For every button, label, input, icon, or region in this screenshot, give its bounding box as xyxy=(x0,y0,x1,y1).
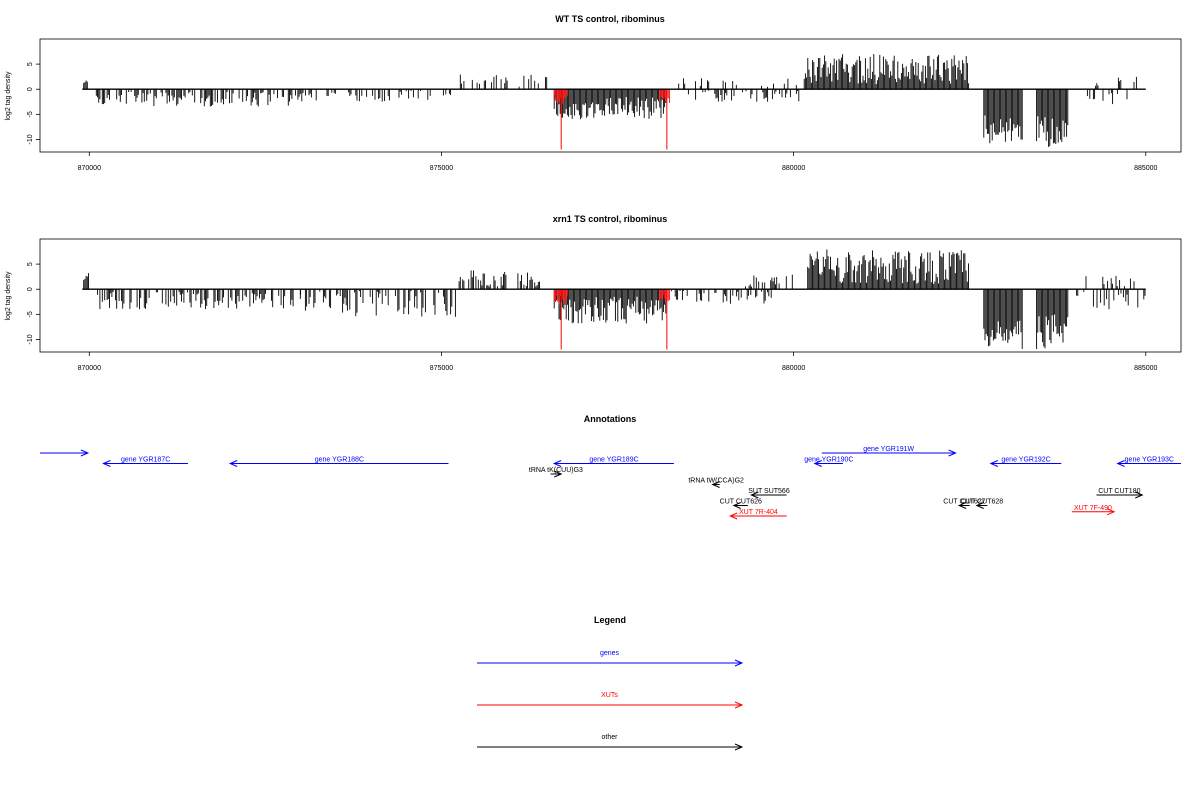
feature-arrowhead xyxy=(989,460,999,467)
xrn1-panel: xrn1 TS control, ribominus log2 tag dens… xyxy=(5,214,1182,372)
wt-xtick-label: 875000 xyxy=(430,165,453,172)
feature-label: CUT CUT626 xyxy=(720,499,762,506)
feature-arrowhead xyxy=(1106,508,1116,516)
legend: Legend genes XUTs other xyxy=(477,615,744,751)
feature-label: XUT 7R-404 xyxy=(739,509,778,516)
wt-xtick-label: 885000 xyxy=(1134,165,1157,172)
xrn1-ytick-label: 0 xyxy=(27,287,34,291)
legend-item-label: XUTs xyxy=(601,692,618,699)
annotations-track: Annotations gene YGR187C gene YGR188C gene… xyxy=(40,414,1181,520)
feature-label: XUT 7F-490 xyxy=(1074,505,1112,512)
feature-arrowhead xyxy=(1135,491,1144,499)
legend-item-arrowhead xyxy=(734,743,744,751)
legend-item-arrowhead xyxy=(734,701,744,709)
wt-panel: WT TS control, ribominus log2 tag densit… xyxy=(5,14,1182,172)
feature-arrowhead xyxy=(957,502,967,509)
wt-panel-title: WT TS control, ribominus xyxy=(555,14,665,24)
feature-label: gene YGR192C xyxy=(1001,457,1050,464)
legend-title: Legend xyxy=(594,615,626,625)
annotations-title: Annotations xyxy=(584,414,637,424)
feature-arrowhead xyxy=(948,449,957,457)
wt-ytick-label: 5 xyxy=(27,62,34,66)
feature-label: SUT SUT566 xyxy=(748,488,790,495)
xrn1-ytick-label: 5 xyxy=(27,262,34,266)
legend-item-arrowhead xyxy=(734,659,744,667)
legend-item-label: genes xyxy=(600,650,620,657)
feature-label: CUT CUT627 xyxy=(943,499,985,506)
xrn1-ytick-label: -5 xyxy=(27,311,34,317)
annotation-features: gene YGR187C gene YGR188C gene YGR189C tRNA… xyxy=(40,446,1181,520)
xrn1-axes: -10 -5 0 5 870000 875000 880000 885000 xyxy=(27,262,1158,372)
xrn1-panel-ylabel: log2 tag density xyxy=(5,271,12,321)
xrn1-xtick-label: 875000 xyxy=(430,365,453,372)
feature-label: gene YGR190C xyxy=(804,457,853,464)
feature-arrowhead xyxy=(554,470,563,478)
xrn1-xtick-label: 870000 xyxy=(78,365,101,372)
xrn1-xtick-label: 885000 xyxy=(1134,365,1157,372)
feature-label: gene YGR193C xyxy=(1125,457,1174,464)
feature-arrowhead xyxy=(552,460,562,467)
wt-xtick-label: 870000 xyxy=(78,165,101,172)
feature-label: gene YGR189C xyxy=(589,457,638,464)
xrn1-bars xyxy=(82,249,1146,350)
feature-label: gene YGR187C xyxy=(121,457,170,464)
feature-arrowhead xyxy=(711,481,720,488)
feature-arrowhead xyxy=(732,502,741,509)
feature-arrowhead xyxy=(975,502,984,509)
wt-ytick-label: 0 xyxy=(27,87,34,91)
wt-ytick-label: -5 xyxy=(27,111,34,117)
feature-label: CUT CUT180 xyxy=(1098,488,1140,495)
feature-arrowhead xyxy=(728,512,738,520)
legend-items: genes XUTs other xyxy=(477,650,744,751)
feature-label: tRNA tW(CCA)G2 xyxy=(688,478,744,485)
feature-arrowhead xyxy=(813,460,822,467)
wt-xtick-label: 880000 xyxy=(782,165,805,172)
feature-arrowhead xyxy=(80,449,90,457)
feature-label: gene YGR191W xyxy=(863,446,914,453)
wt-ytick-label: -10 xyxy=(27,134,34,144)
feature-arrowhead xyxy=(750,491,759,499)
xrn1-ytick-label: -10 xyxy=(27,334,34,344)
legend-item-label: other xyxy=(602,734,619,741)
feature-arrowhead xyxy=(1116,460,1125,467)
wt-bars xyxy=(82,54,1146,150)
feature-label: CUT CUT628 xyxy=(961,499,1003,506)
wt-panel-ylabel: log2 tag density xyxy=(5,71,12,121)
xrn1-panel-title: xrn1 TS control, ribominus xyxy=(553,214,668,224)
wt-plot-frame xyxy=(39,38,1182,153)
feature-arrowhead xyxy=(102,460,111,467)
wt-axes: -10 -5 0 5 870000 875000 880000 885000 xyxy=(27,62,1158,172)
feature-arrowhead xyxy=(228,460,238,467)
xrn1-xtick-label: 880000 xyxy=(782,365,805,372)
feature-label: tRNA tK(CUU)G3 xyxy=(529,467,583,474)
feature-label: gene YGR188C xyxy=(315,457,364,464)
xrn1-plot-frame xyxy=(39,238,1182,353)
